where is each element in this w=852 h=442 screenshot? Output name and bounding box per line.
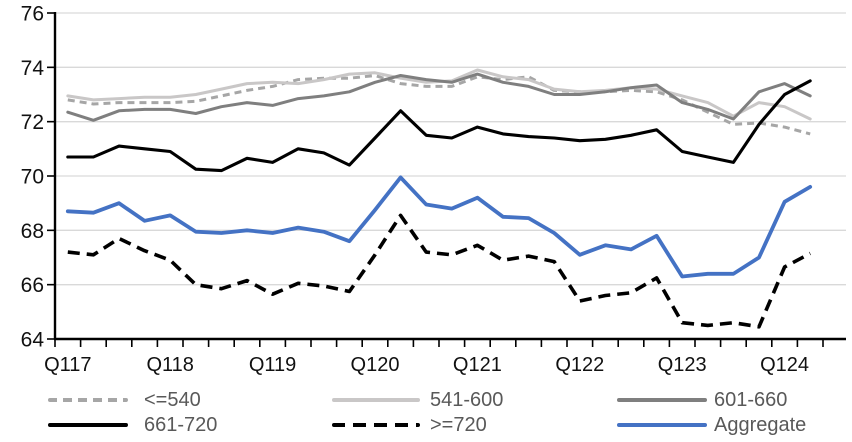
- series-line-661720: [66, 79, 812, 173]
- y-tick-label: 74: [21, 57, 45, 80]
- y-tick-label: 68: [21, 220, 44, 243]
- x-tick-label: Q120: [351, 354, 400, 376]
- x-tick-label: Q119: [249, 354, 296, 376]
- y-tick-label: 66: [21, 274, 44, 297]
- series-line-720: [67, 213, 812, 329]
- series-line-aggregate: [65, 175, 813, 279]
- y-tick-label: 64: [21, 329, 45, 352]
- x-tick-label: Q124: [760, 354, 809, 376]
- x-tick-label: Q123: [658, 354, 707, 376]
- x-tick-label: Q117: [44, 354, 91, 376]
- y-tick-label: 76: [21, 3, 44, 26]
- y-tick-label: 70: [21, 166, 44, 189]
- series-line-601660: [66, 72, 812, 122]
- y-tick-label: 72: [21, 111, 44, 134]
- series-line-540: [67, 74, 811, 136]
- x-tick-label: Q122: [555, 354, 604, 376]
- x-tick-label: Q121: [453, 354, 502, 376]
- x-tick-label: Q118: [146, 354, 193, 376]
